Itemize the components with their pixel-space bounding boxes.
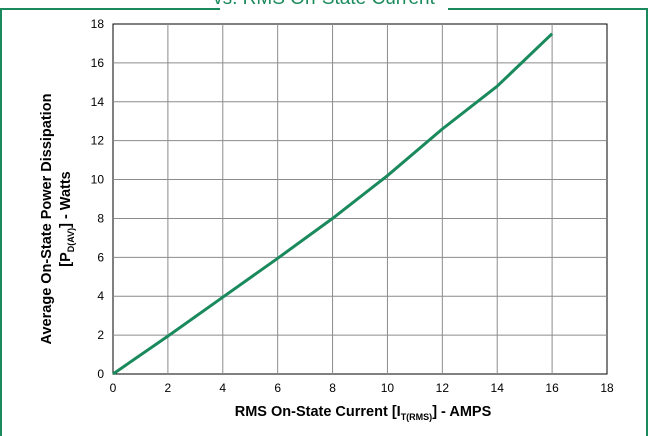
x-axis-label-main: RMS On-State Current [I: [235, 404, 401, 420]
x-tick-label: 4: [219, 381, 226, 395]
x-tick-label: 0: [110, 381, 117, 395]
y-tick-label: 10: [91, 173, 105, 187]
x-tick-label: 10: [381, 381, 395, 395]
x-tick-label: 14: [491, 381, 505, 395]
y-tick-label: 12: [91, 134, 105, 148]
x-axis-label-sub: T(RMS): [401, 412, 433, 422]
y-axis-label-sub: D(AV): [66, 228, 76, 252]
x-tick-label: 6: [274, 381, 281, 395]
frame-border-top-left: [0, 8, 220, 10]
y-axis-label-line2: [PD(AV)] - Watts: [58, 171, 76, 266]
y-axis-label-end: ] - Watts: [58, 171, 74, 228]
series-line: [112, 32, 554, 376]
x-axis-label: RMS On-State Current [IT(RMS)] - AMPS: [235, 404, 492, 422]
y-tick-label: 0: [97, 367, 104, 381]
x-tick-label: 8: [329, 381, 336, 395]
x-tick-label: 16: [545, 381, 559, 395]
y-tick-label: 14: [91, 95, 105, 109]
x-tick-label: 18: [600, 381, 614, 395]
frame-border-left: [0, 8, 2, 436]
y-tick-label: 4: [97, 289, 104, 303]
chart-title: vs. RMS On-State Current: [0, 0, 648, 10]
x-tick-label: 2: [165, 381, 172, 395]
y-tick-label: 8: [97, 211, 104, 225]
y-tick-label: 6: [97, 250, 104, 264]
tick-labels: 0 2 4 6 8 10 12 14 16 18 0 2 4 6 8 10 12 14 16 18: [91, 17, 614, 395]
frame-border-right: [646, 8, 648, 436]
series-lines: [112, 32, 554, 376]
x-tick-label: 12: [436, 381, 450, 395]
frame-border-top-right: [448, 8, 648, 10]
x-axis-label-end: ] - AMPS: [432, 404, 491, 420]
y-tick-label: 18: [91, 17, 105, 31]
y-tick-label: 16: [91, 56, 105, 70]
y-axis-label-line1: Average On-State Power Dissipation: [39, 94, 55, 345]
y-axis-label-main: [P: [58, 252, 74, 267]
y-tick-label: 2: [97, 328, 104, 342]
